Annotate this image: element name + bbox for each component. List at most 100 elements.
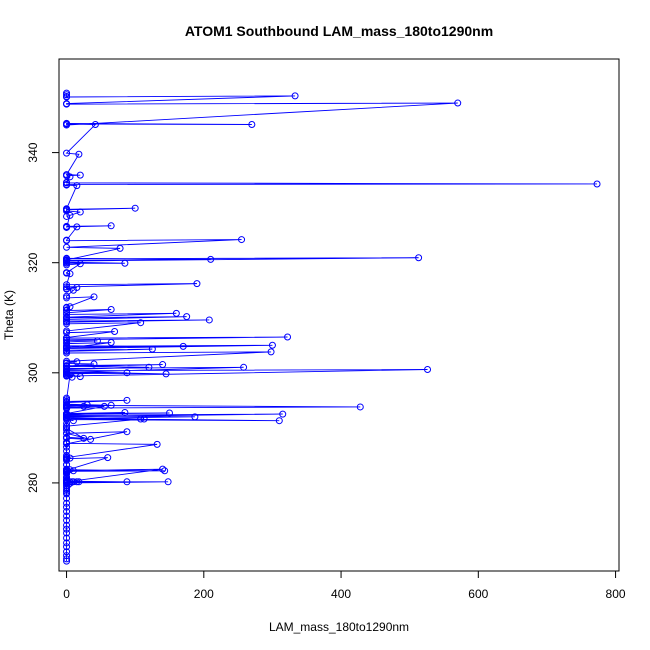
- data-point: [63, 534, 71, 542]
- data-point: [111, 328, 119, 336]
- data-point: [356, 403, 364, 411]
- data-point: [73, 358, 81, 366]
- data-point: [131, 204, 139, 212]
- data-point: [73, 182, 81, 190]
- y-tick-label: 340: [26, 142, 40, 162]
- data-point: [123, 478, 131, 486]
- data-point: [63, 529, 71, 537]
- data-point: [66, 454, 74, 462]
- data-point: [69, 417, 77, 425]
- data-point: [183, 313, 191, 321]
- data-point: [104, 454, 112, 462]
- data-point: [107, 222, 115, 230]
- data-point: [66, 270, 74, 278]
- data-point: [205, 316, 213, 324]
- data-point: [87, 435, 95, 443]
- data-point: [75, 478, 83, 486]
- data-point: [148, 345, 156, 353]
- data-point: [165, 409, 173, 417]
- x-tick-label: 200: [194, 587, 214, 601]
- data-point: [268, 341, 276, 349]
- data-point: [284, 333, 292, 341]
- data-point: [75, 150, 83, 158]
- data-point: [63, 422, 71, 430]
- data-point: [107, 305, 115, 313]
- data-point: [123, 428, 131, 436]
- data-point: [63, 429, 71, 437]
- data-point: [140, 415, 148, 423]
- data-point: [76, 171, 84, 179]
- data-point: [63, 478, 71, 486]
- data-point: [63, 292, 71, 300]
- data-point: [121, 408, 129, 416]
- data-point: [63, 269, 71, 277]
- data-point: [107, 401, 115, 409]
- data-point: [80, 434, 88, 442]
- data-point: [424, 366, 432, 373]
- data-point: [63, 243, 71, 251]
- data-point: [123, 396, 131, 404]
- data-point: [191, 413, 199, 421]
- x-tick-label: 800: [606, 587, 626, 601]
- data-point: [454, 99, 462, 107]
- y-tick-label: 320: [26, 252, 40, 272]
- data-point: [93, 337, 101, 345]
- data-point: [121, 259, 129, 267]
- y-axis-label: Theta (K): [2, 290, 16, 340]
- y-axis: 280 300 320 340: [26, 142, 60, 493]
- data-point: [162, 370, 170, 378]
- data-point: [240, 363, 248, 371]
- data-point: [279, 410, 287, 418]
- data-point: [63, 100, 71, 108]
- data-point: [63, 236, 71, 244]
- data-point: [63, 357, 71, 365]
- x-axis-label: LAM_mass_180to1290nm: [269, 620, 409, 634]
- data-point: [207, 255, 215, 263]
- data-point: [63, 303, 71, 311]
- data-point: [179, 342, 187, 350]
- data-point: [116, 244, 124, 252]
- data-point: [63, 555, 71, 563]
- data-point: [83, 401, 91, 409]
- data-point: [63, 256, 71, 264]
- x-tick-label: 600: [468, 587, 488, 601]
- data-point: [63, 178, 71, 186]
- data-point: [63, 402, 71, 410]
- data-point: [275, 417, 283, 425]
- data-point: [63, 499, 71, 507]
- data-point: [66, 173, 74, 181]
- data-point: [63, 543, 71, 551]
- data-point: [593, 180, 601, 188]
- x-tick-label: 0: [63, 587, 70, 601]
- data-point: [63, 205, 71, 213]
- data-point: [63, 521, 71, 529]
- data-point: [91, 121, 99, 129]
- data-point: [63, 362, 71, 370]
- data-point: [63, 487, 71, 495]
- data-point: [145, 363, 153, 371]
- data-point: [107, 339, 115, 347]
- data-point: [63, 539, 71, 547]
- data-point: [248, 121, 256, 129]
- data-point: [159, 465, 167, 473]
- data-point: [76, 260, 84, 268]
- data-point: [159, 361, 167, 369]
- data-point: [80, 402, 88, 410]
- data-point: [63, 396, 71, 404]
- data-point: [69, 467, 77, 475]
- y-tick-label: 280: [26, 473, 40, 493]
- chart-title: ATOM1 Southbound LAM_mass_180to1290nm: [185, 23, 493, 39]
- data-point: [66, 211, 74, 219]
- data-point: [193, 280, 201, 288]
- x-tick-label: 400: [331, 587, 351, 601]
- data-point: [164, 478, 172, 486]
- data-point: [153, 440, 161, 448]
- data-point: [63, 454, 71, 462]
- data-point: [137, 319, 145, 327]
- data-point: [238, 236, 246, 244]
- data-point: [63, 548, 71, 556]
- data-point: [63, 313, 71, 321]
- data-point: [100, 402, 108, 410]
